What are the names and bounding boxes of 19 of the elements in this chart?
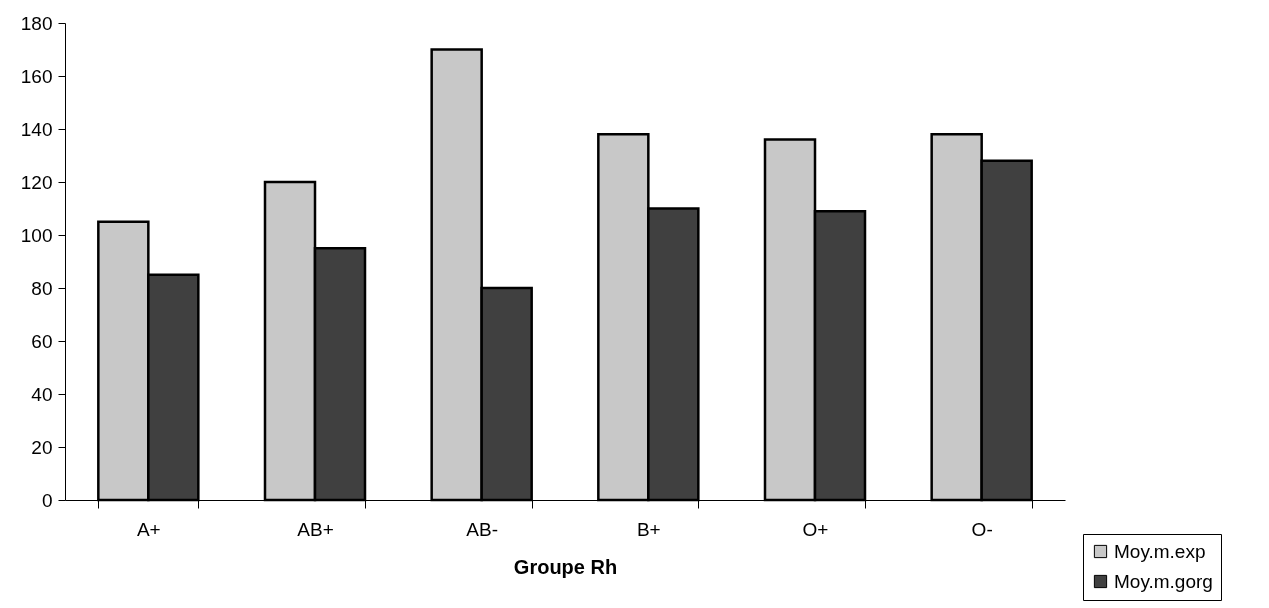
legend-label: Moy.m.exp (1114, 540, 1206, 562)
x-tick-label: O+ (802, 518, 829, 540)
y-tick-label: 40 (31, 383, 53, 405)
y-tick-label: 0 (41, 489, 53, 511)
x-tick-label: AB+ (297, 518, 334, 540)
legend-label: Moy.m.gorg (1114, 570, 1213, 592)
x-tick-label: A+ (136, 518, 161, 540)
x-tick-label: O- (971, 518, 993, 540)
x-tick-label: AB- (466, 518, 499, 540)
x-tick-label: B+ (636, 518, 661, 540)
y-tick-label: 80 (31, 277, 53, 299)
y-tick-label: 60 (31, 330, 53, 352)
y-tick-label: 120 (20, 171, 53, 193)
y-tick-label: 20 (31, 436, 53, 458)
y-tick-label: 140 (20, 118, 53, 140)
y-tick-label: 100 (20, 224, 53, 246)
y-tick-label: 180 (20, 12, 53, 34)
x-axis-title: Groupe Rh (513, 555, 618, 578)
y-tick-label: 160 (20, 65, 53, 87)
